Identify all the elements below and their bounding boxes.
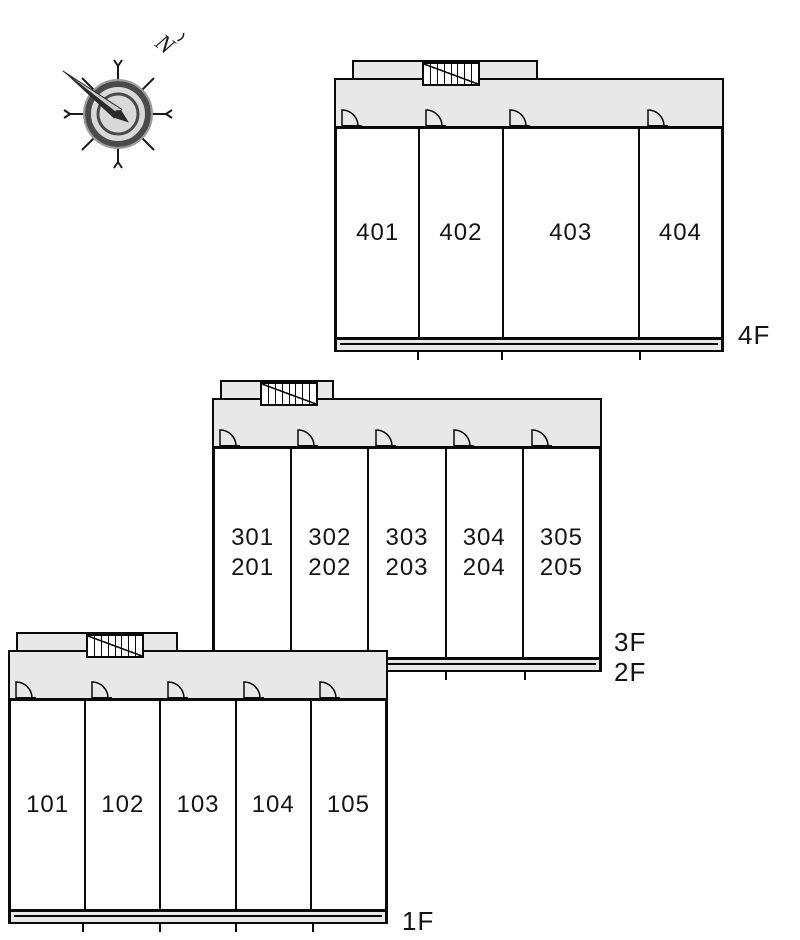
stairs-icon: [422, 62, 480, 86]
floor-label: 3F: [614, 627, 646, 658]
units-row: 301201302202303203304204305205: [212, 446, 602, 660]
unit-label: 105: [327, 790, 370, 820]
unit-label: 201: [231, 553, 274, 583]
unit-cell: 303203: [369, 449, 446, 657]
unit-cell: 102: [86, 701, 161, 909]
units-row: 401 402 403 404: [334, 126, 724, 340]
unit-cell: 404: [640, 129, 721, 337]
unit-cell: 305205: [524, 449, 599, 657]
floor-label: 1F: [402, 906, 434, 937]
unit-cell: 101: [11, 701, 86, 909]
unit-label: 104: [252, 790, 295, 820]
unit-cell: 105: [312, 701, 385, 909]
compass-rose: N: [40, 22, 190, 172]
unit-cell: 402: [420, 129, 503, 337]
unit-label: 102: [101, 790, 144, 820]
unit-cell: 403: [504, 129, 640, 337]
balcony-strip: [8, 912, 388, 924]
unit-label: 305: [540, 523, 583, 553]
unit-label: 202: [308, 553, 351, 583]
unit-label: 402: [439, 218, 482, 248]
balcony-strip: [334, 340, 724, 352]
unit-cell: 104: [237, 701, 312, 909]
bottom-ticks: [334, 352, 724, 360]
stairs-icon: [260, 382, 318, 406]
unit-label: 301: [231, 523, 274, 553]
floor-label: 4F: [738, 320, 770, 351]
unit-label: 302: [308, 523, 351, 553]
unit-label: 101: [26, 790, 69, 820]
unit-label: 204: [463, 553, 506, 583]
stairs-icon: [86, 634, 144, 658]
unit-label: 303: [385, 523, 428, 553]
floorplan-canvas: N 4014024034044F301201302202303203304204…: [0, 0, 800, 940]
unit-label: 401: [356, 218, 399, 248]
unit-cell: 301201: [215, 449, 292, 657]
unit-label: 304: [463, 523, 506, 553]
bottom-ticks: [8, 924, 388, 932]
compass-n-label: N: [149, 29, 180, 61]
floor-label: 2F: [614, 657, 646, 688]
unit-cell: 401: [337, 129, 420, 337]
unit-cell: 304204: [447, 449, 524, 657]
unit-label: 205: [540, 553, 583, 583]
unit-cell: 302202: [292, 449, 369, 657]
unit-label: 103: [176, 790, 219, 820]
units-row: 101 102 103 104 105: [8, 698, 388, 912]
unit-label: 203: [385, 553, 428, 583]
unit-label: 404: [659, 218, 702, 248]
unit-label: 403: [549, 218, 592, 248]
unit-cell: 103: [161, 701, 236, 909]
